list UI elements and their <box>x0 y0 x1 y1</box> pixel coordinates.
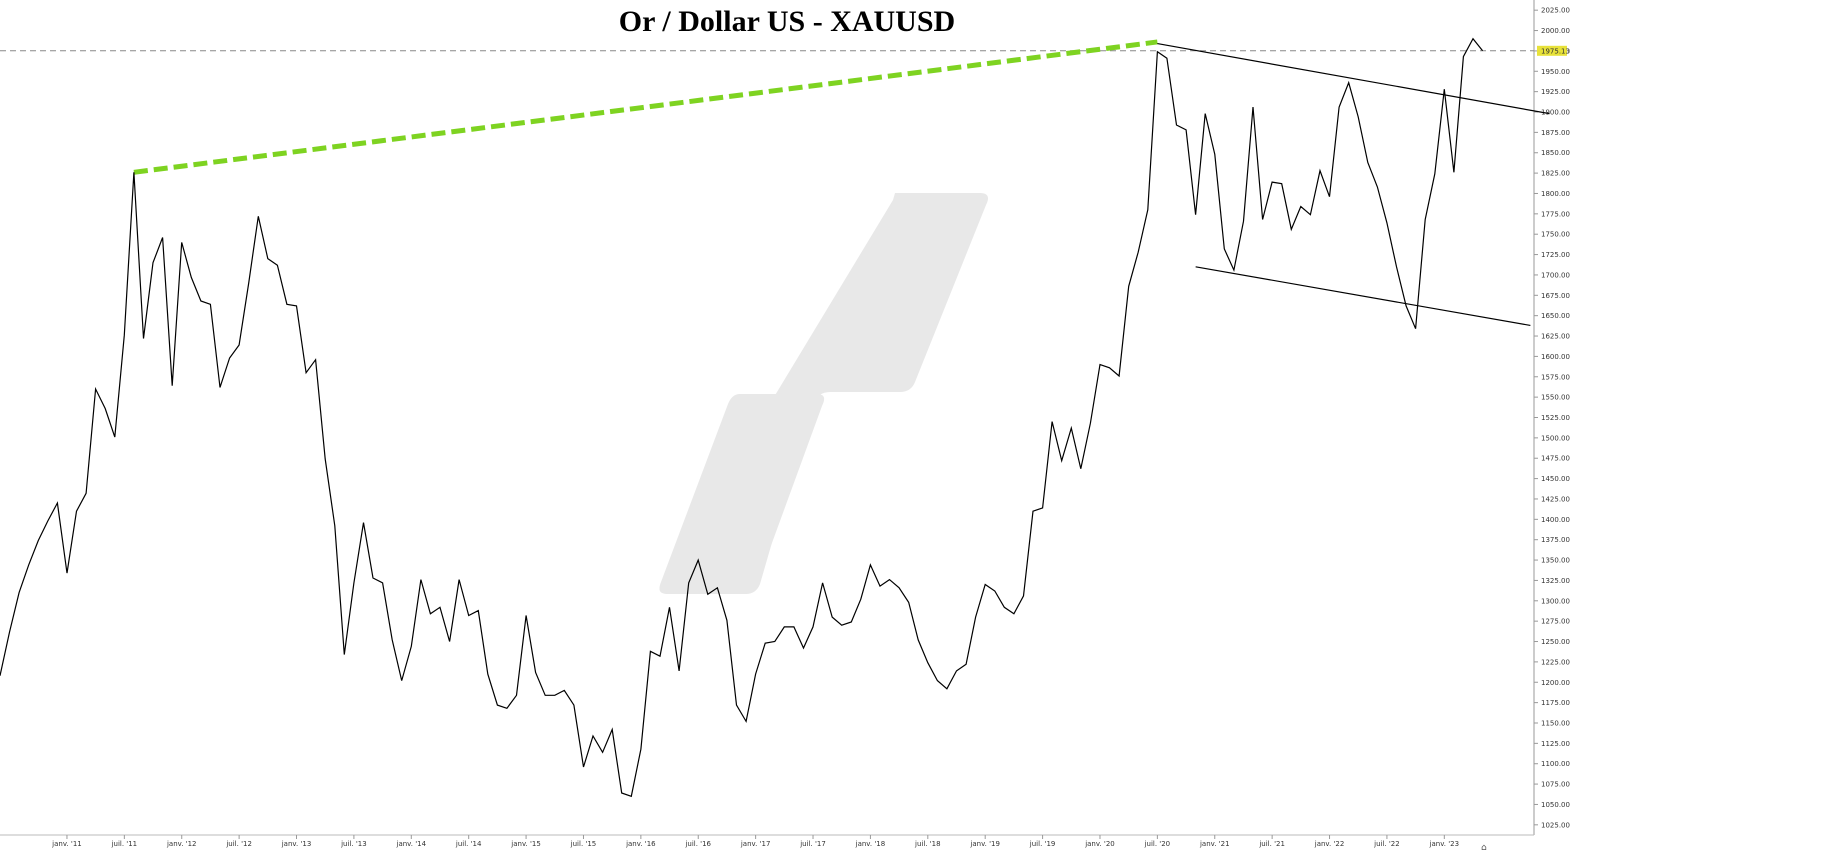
x-tick-label: juil. '12 <box>225 840 252 848</box>
x-tick-label: janv. '16 <box>625 840 656 848</box>
x-tick-label: janv. '17 <box>740 840 771 848</box>
x-tick-label: juil. '18 <box>914 840 941 848</box>
watermark-lower-shape <box>659 394 825 594</box>
x-tick-label: janv. '19 <box>969 840 1000 848</box>
axis-settings-icon[interactable]: ⌂ <box>1481 843 1487 852</box>
chart-title: Or / Dollar US - XAUUSD <box>619 5 955 38</box>
current-price-badge: 1975.13 <box>1537 45 1570 56</box>
x-tick-label: janv. '14 <box>396 840 427 848</box>
y-tick-label: 1650.00 <box>1541 312 1570 320</box>
current-price-badge-bg <box>1537 45 1567 56</box>
y-tick-label: 1175.00 <box>1541 699 1570 707</box>
y-tick-label: 1300.00 <box>1541 597 1570 605</box>
x-axis-ticks: janv. '11 juil. '11 janv. '12 juil. '12 janv… <box>51 835 1459 848</box>
y-tick-label: 1525.00 <box>1541 414 1570 422</box>
y-tick-label: 1800.00 <box>1541 190 1570 198</box>
x-tick-label: juil. '20 <box>1144 840 1171 848</box>
x-tick-label: janv. '12 <box>166 840 197 848</box>
x-tick-label: janv. '21 <box>1199 840 1230 848</box>
x-tick-label: janv. '11 <box>51 840 82 848</box>
x-tick-label: juil. '15 <box>570 840 597 848</box>
y-tick-label: 1025.00 <box>1541 821 1570 829</box>
y-tick-label: 1675.00 <box>1541 292 1570 300</box>
x-tick-label: janv. '22 <box>1314 840 1345 848</box>
y-tick-label: 1150.00 <box>1541 719 1570 727</box>
y-tick-label: 1575.00 <box>1541 373 1570 381</box>
x-tick-label: juil. '16 <box>684 840 711 848</box>
x-tick-label: juil. '19 <box>1029 840 1056 848</box>
y-tick-label: 1875.00 <box>1541 129 1570 137</box>
y-tick-label: 1250.00 <box>1541 638 1570 646</box>
y-tick-label: 2000.00 <box>1541 27 1570 35</box>
y-tick-label: 1600.00 <box>1541 353 1570 361</box>
y-axis-ticks: 2025.002000.001975.001950.001925.001900.… <box>1534 7 1570 829</box>
y-tick-label: 1050.00 <box>1541 801 1570 809</box>
y-tick-label: 1700.00 <box>1541 271 1570 279</box>
y-tick-label: 1500.00 <box>1541 434 1570 442</box>
y-tick-label: 1425.00 <box>1541 495 1570 503</box>
y-tick-label: 1750.00 <box>1541 231 1570 239</box>
green-trendline <box>133 39 1158 175</box>
y-tick-label: 1925.00 <box>1541 88 1570 96</box>
y-tick-label: 1850.00 <box>1541 149 1570 157</box>
x-tick-label: juil. '22 <box>1373 840 1400 848</box>
y-tick-label: 2025.00 <box>1541 7 1570 15</box>
y-tick-label: 1625.00 <box>1541 333 1570 341</box>
x-tick-label: juil. '21 <box>1258 840 1285 848</box>
y-tick-label: 1825.00 <box>1541 170 1570 178</box>
x-tick-label: janv. '20 <box>1084 840 1115 848</box>
x-tick-label: janv. '13 <box>281 840 312 848</box>
x-tick-label: juil. '11 <box>111 840 138 848</box>
x-tick-label: janv. '18 <box>855 840 886 848</box>
y-tick-label: 1400.00 <box>1541 516 1570 524</box>
y-tick-label: 1275.00 <box>1541 618 1570 626</box>
y-tick-label: 1725.00 <box>1541 251 1570 259</box>
x-tick-label: janv. '23 <box>1429 840 1460 848</box>
y-tick-label: 1475.00 <box>1541 455 1570 463</box>
y-tick-label: 1225.00 <box>1541 658 1570 666</box>
x-tick-label: janv. '15 <box>510 840 541 848</box>
x-tick-label: juil. '13 <box>340 840 367 848</box>
y-tick-label: 1375.00 <box>1541 536 1570 544</box>
y-tick-label: 1200.00 <box>1541 679 1570 687</box>
y-tick-label: 1450.00 <box>1541 475 1570 483</box>
y-tick-label: 1100.00 <box>1541 760 1570 768</box>
y-tick-label: 1075.00 <box>1541 781 1570 789</box>
x-tick-label: juil. '17 <box>799 840 826 848</box>
price-line <box>0 37 1484 798</box>
y-tick-label: 1125.00 <box>1541 740 1570 748</box>
y-tick-label: 1550.00 <box>1541 394 1570 402</box>
watermark-logo <box>659 193 988 594</box>
y-tick-label: 1325.00 <box>1541 577 1570 585</box>
y-tick-label: 1775.00 <box>1541 210 1570 218</box>
current-price-badge-text: 1975.13 <box>1541 47 1570 55</box>
y-tick-label: 1350.00 <box>1541 557 1570 565</box>
y-tick-label: 1900.00 <box>1541 109 1570 117</box>
channel-lower-line <box>1195 266 1531 327</box>
channel-upper-line <box>1157 42 1550 115</box>
y-tick-label: 1950.00 <box>1541 68 1570 76</box>
x-tick-label: juil. '14 <box>455 840 482 848</box>
